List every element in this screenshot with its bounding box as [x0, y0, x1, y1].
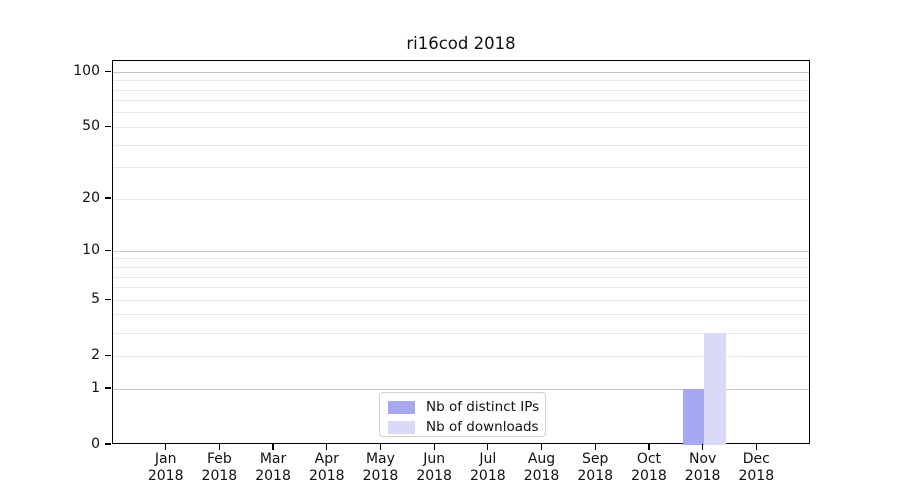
gridline-minor: [113, 89, 809, 91]
x-tick-label: Sep 2018: [577, 451, 614, 484]
x-tick-mark: [702, 444, 704, 450]
y-tick-mark: [105, 70, 111, 72]
x-tick-mark: [594, 444, 596, 450]
x-tick-mark: [379, 444, 382, 450]
bars-layer: [113, 61, 809, 445]
x-tick-mark: [326, 444, 328, 450]
x-tick-mark: [540, 444, 543, 450]
gridline-minor: [113, 144, 809, 146]
x-tick-label: Aug 2018: [523, 451, 560, 484]
y-tick-label: 5: [91, 291, 100, 308]
y-tick-label: 0: [91, 436, 100, 452]
y-tick-label: 2: [91, 347, 100, 364]
gridline-minor: [113, 126, 809, 128]
legend-label-downloads: Nb of downloads: [426, 419, 539, 435]
y-tick-mark: [105, 443, 111, 445]
gridline-minor: [113, 167, 809, 169]
gridlines-layer: [113, 61, 809, 443]
y-tick-label: 20: [82, 190, 100, 207]
bar-distinct-ips-nov: [682, 389, 704, 445]
legend-label-distinct-ips: Nb of distinct IPs: [426, 399, 540, 415]
legend-swatch-distinct-ips-icon: [388, 400, 415, 414]
y-tick-label: 1: [91, 380, 100, 396]
x-tick-label: Oct 2018: [631, 451, 667, 484]
x-tick-mark: [648, 444, 650, 450]
y-tick-mark: [105, 249, 111, 251]
x-tick-mark: [433, 444, 435, 450]
gridline-minor: [113, 112, 809, 114]
y-tick-mark: [105, 354, 111, 356]
x-tick-mark: [165, 444, 167, 450]
x-tick-mark: [487, 444, 489, 450]
gridline-minor: [113, 314, 809, 316]
legend-item-distinct-ips: Nb of distinct IPs: [388, 398, 540, 416]
gridline-minor: [113, 299, 809, 301]
y-tick-mark: [105, 197, 111, 199]
x-tick-label: Feb 2018: [201, 451, 238, 484]
x-tick-mark: [218, 444, 220, 450]
gridline-minor: [113, 267, 809, 268]
gridline-minor: [113, 198, 809, 200]
y-tick-label: 50: [82, 118, 100, 135]
gridline-minor: [113, 287, 809, 289]
x-tick-label: May 2018: [362, 451, 399, 484]
gridline-minor: [113, 80, 809, 82]
y-tick-mark: [105, 125, 111, 127]
chart-title: ri16cod 2018: [406, 34, 516, 53]
x-tick-label: Jul 2018: [470, 451, 506, 484]
x-tick-label: Apr 2018: [308, 451, 345, 484]
x-tick-label: Mar 2018: [255, 451, 291, 484]
x-tick-label: Dec 2018: [738, 451, 775, 484]
gridline-minor: [113, 276, 809, 278]
x-tick-label: Jan 2018: [147, 451, 184, 484]
x-tick-label: Jun 2018: [416, 451, 452, 484]
y-tick-label: 10: [82, 242, 100, 259]
y-tick-label: 100: [73, 63, 100, 80]
gridline-minor: [113, 100, 809, 102]
x-tick-mark: [755, 444, 757, 450]
legend: Nb of distinct IPs Nb of downloads: [379, 392, 546, 437]
bar-downloads-nov: [703, 333, 726, 445]
gridline-major: [113, 388, 809, 390]
gridline-minor: [113, 332, 809, 334]
y-tick-mark: [105, 387, 111, 389]
y-tick-mark: [105, 298, 111, 300]
gridline-major: [113, 250, 809, 252]
x-tick-label: Nov 2018: [684, 451, 721, 484]
gridline-minor: [113, 258, 809, 260]
legend-swatch-downloads-icon: [388, 420, 415, 434]
gridline-minor: [113, 355, 809, 357]
legend-item-downloads: Nb of downloads: [388, 418, 539, 436]
gridline-major: [113, 71, 809, 73]
plot-area: Nb of distinct IPs Nb of downloads: [112, 60, 810, 445]
x-tick-mark: [272, 444, 274, 450]
